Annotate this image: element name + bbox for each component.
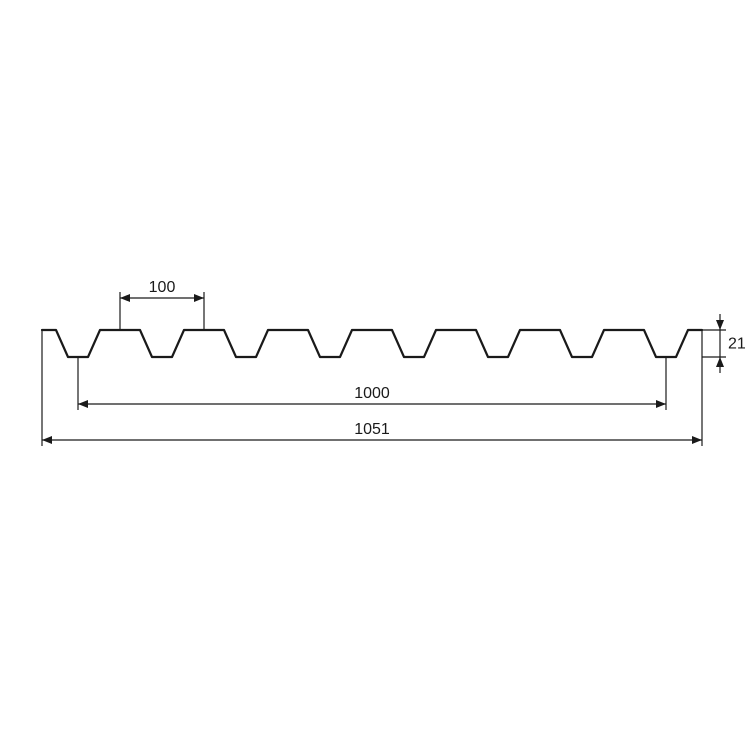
arrowhead [42,436,52,444]
arrowhead [716,320,724,330]
corrugated-profile [42,330,702,357]
arrowhead [716,357,724,367]
dimensions.height_21.label: 21 [728,336,746,353]
arrowhead [692,436,702,444]
arrowhead [120,294,130,302]
arrowhead [78,400,88,408]
diagram-svg: 100 1000 1051 21 [0,0,750,750]
dimensions.pitch_100.label: 100 [149,279,176,296]
arrowhead [656,400,666,408]
dimensions.overall_1051.label: 1051 [354,421,390,438]
dimensions.cover_1000.label: 1000 [354,385,390,402]
arrowhead [194,294,204,302]
profile-diagram: 100 1000 1051 21 [0,0,750,750]
